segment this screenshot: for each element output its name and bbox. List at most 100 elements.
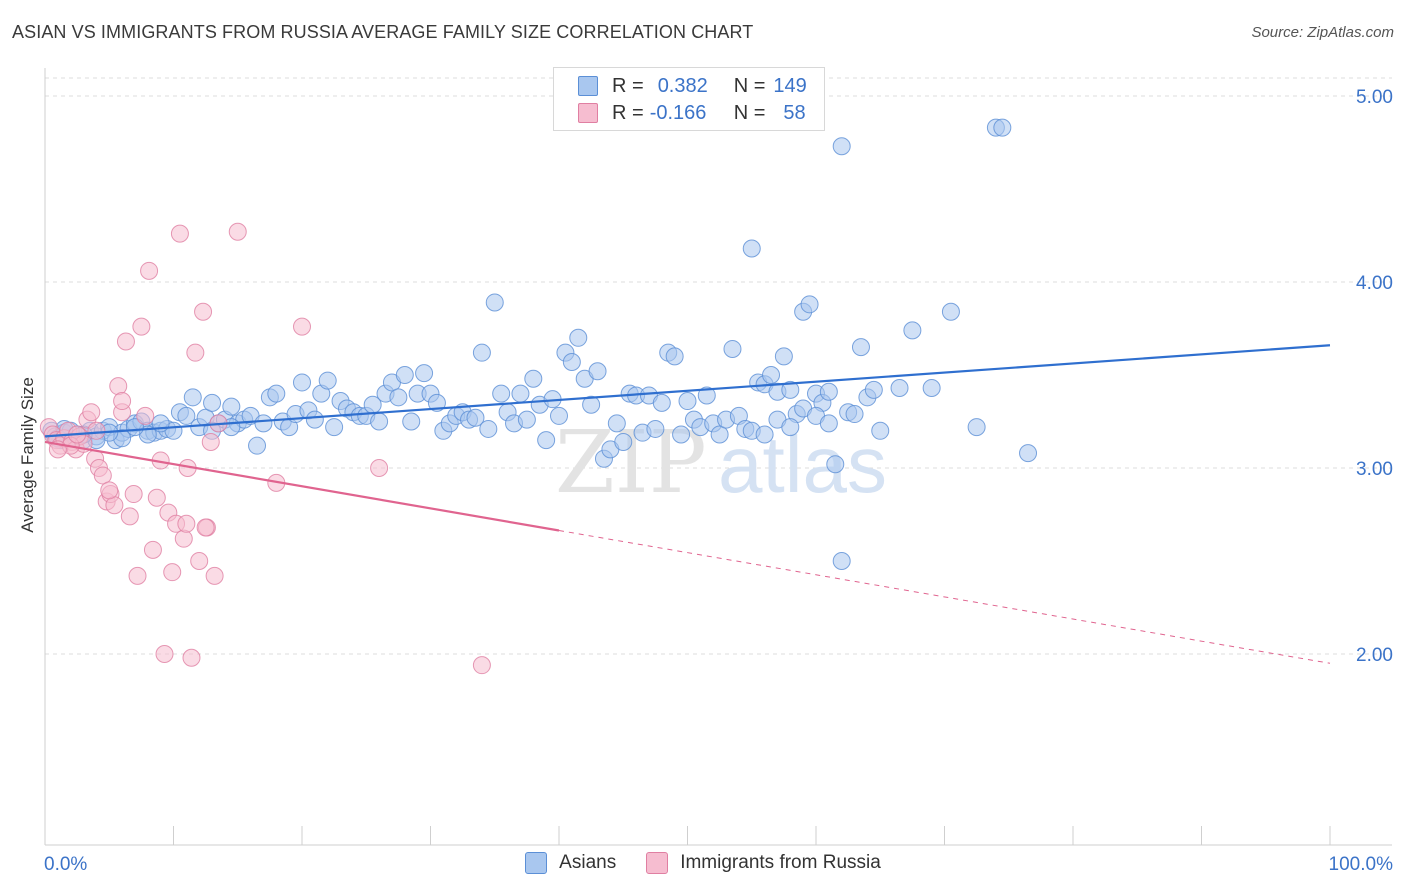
point-asians <box>832 552 851 570</box>
point-asians <box>588 362 607 381</box>
legend-swatch-russia <box>578 103 598 123</box>
point-asians <box>569 328 588 347</box>
point-russia <box>186 343 205 362</box>
point-asians <box>389 388 408 407</box>
point-asians <box>550 406 568 425</box>
point-asians <box>864 380 883 399</box>
point-asians <box>826 455 845 474</box>
bottom-legend-russia: Immigrants from Russia <box>646 852 881 874</box>
chart-title: ASIAN VS IMMIGRANTS FROM RUSSIA AVERAGE … <box>12 22 754 42</box>
point-asians <box>318 371 337 390</box>
point-asians <box>293 373 311 392</box>
point-asians <box>832 137 851 156</box>
point-asians <box>582 395 601 414</box>
point-asians <box>922 379 941 398</box>
point-asians <box>723 339 742 358</box>
point-asians <box>415 364 434 383</box>
point-russia <box>182 648 201 667</box>
point-russia <box>205 566 224 585</box>
point-asians <box>800 295 819 314</box>
point-asians <box>672 425 691 444</box>
legend-swatch-asians <box>578 76 598 96</box>
point-asians <box>427 393 446 412</box>
point-asians <box>819 382 838 401</box>
point-asians <box>614 432 633 451</box>
point-asians <box>755 425 774 444</box>
legend-n-label: N = <box>733 74 766 97</box>
legend-row-russia: R = -0.166 N = 58 <box>578 101 806 125</box>
point-russia <box>143 540 162 559</box>
point-asians <box>562 352 581 371</box>
source-label: Source: ZipAtlas.com <box>1251 24 1394 41</box>
bottom-legend-label-asians: Asians <box>559 852 617 873</box>
point-asians <box>537 431 556 450</box>
point-asians <box>248 436 267 455</box>
point-russia <box>201 432 220 451</box>
point-russia <box>370 459 389 477</box>
point-russia <box>82 403 101 422</box>
y-tick-label: 5.00 <box>1356 87 1393 108</box>
y-tick-label: 4.00 <box>1356 273 1393 294</box>
point-russia <box>120 507 139 526</box>
point-russia <box>100 481 119 500</box>
point-asians <box>177 406 196 425</box>
bottom-legend-swatch-asians <box>525 852 548 874</box>
point-russia <box>190 552 209 570</box>
legend-r-label: R = <box>612 101 644 124</box>
point-russia <box>228 222 247 241</box>
legend-r-value-asians: 0.382 <box>657 74 708 97</box>
legend-n-value-asians: 149 <box>773 74 807 97</box>
point-asians <box>607 414 626 433</box>
point-asians <box>762 366 781 384</box>
point-russia <box>194 302 213 321</box>
point-asians <box>466 408 485 427</box>
point-asians <box>479 419 498 438</box>
point-russia <box>124 485 143 504</box>
trendline-asians <box>44 344 1331 438</box>
point-russia <box>174 529 193 548</box>
legend-n-label: N = <box>733 101 766 124</box>
point-asians <box>646 419 665 438</box>
point-asians <box>402 412 421 431</box>
bottom-legend-swatch-russia <box>646 852 669 874</box>
point-asians <box>871 421 890 440</box>
point-asians <box>845 405 864 424</box>
point-asians <box>370 412 389 431</box>
trendline-russia-extrapolated <box>558 530 1331 664</box>
x-tick-label-max: 100.0% <box>1329 854 1394 875</box>
point-asians <box>967 418 986 437</box>
legend-n-value-russia: 58 <box>783 101 806 124</box>
point-asians <box>697 386 716 405</box>
point-asians <box>941 302 960 321</box>
point-russia <box>163 563 182 582</box>
point-russia <box>128 566 147 585</box>
bottom-legend: Asians Immigrants from Russia <box>0 852 1406 874</box>
point-russia <box>113 392 132 411</box>
point-asians <box>710 425 729 444</box>
point-russia <box>87 421 106 440</box>
point-asians <box>222 397 241 416</box>
point-asians <box>325 418 344 437</box>
point-russia <box>293 317 311 336</box>
y-tick-label: 2.00 <box>1356 645 1393 666</box>
point-russia <box>132 317 151 336</box>
point-russia <box>116 332 135 351</box>
point-asians <box>781 380 800 399</box>
point-asians <box>1019 444 1038 463</box>
point-asians <box>305 410 324 429</box>
point-asians <box>203 393 222 412</box>
point-asians <box>774 347 793 366</box>
point-asians <box>781 418 800 437</box>
point-asians <box>819 414 838 433</box>
point-russia <box>177 514 196 533</box>
point-asians <box>485 293 504 312</box>
point-russia <box>472 656 491 675</box>
point-asians <box>254 414 273 433</box>
point-asians <box>993 118 1012 137</box>
legend-box: R = 0.382 N = 149 R = -0.166 N = 58 <box>553 67 825 131</box>
legend-r-value-russia: -0.166 <box>649 101 707 124</box>
trendline-russia <box>44 440 560 532</box>
point-asians <box>524 369 543 388</box>
point-asians <box>678 392 697 411</box>
